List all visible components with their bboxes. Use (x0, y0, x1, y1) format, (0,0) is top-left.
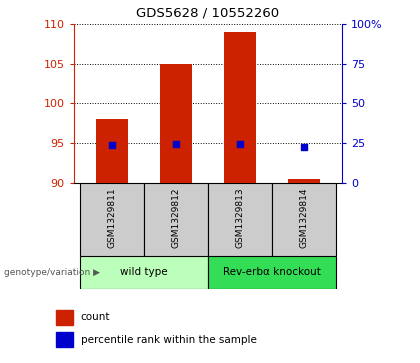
Bar (55, 310, 73, 325)
Bar (144, 183, 208, 256)
Point (236, 141, 243, 147)
Text: Rev-erbα knockout: Rev-erbα knockout (223, 267, 321, 277)
Title: GDS5628 / 10552260: GDS5628 / 10552260 (136, 7, 279, 20)
Bar (288, 179, 320, 183)
Text: GSM1329811: GSM1329811 (108, 188, 116, 249)
Text: percentile rank within the sample: percentile rank within the sample (81, 335, 257, 345)
Bar (208, 256, 336, 289)
Bar (96, 119, 128, 183)
Point (173, 141, 179, 147)
Bar (208, 183, 272, 256)
Text: wild type: wild type (120, 267, 168, 277)
Text: GSM1329814: GSM1329814 (299, 188, 308, 248)
Point (301, 144, 307, 150)
Point (108, 142, 115, 148)
Bar (272, 183, 336, 256)
Bar (80, 183, 144, 256)
Bar (160, 64, 192, 183)
Bar (224, 32, 256, 183)
Text: GSM1329813: GSM1329813 (235, 188, 244, 249)
Bar (80, 256, 208, 289)
Text: GSM1329812: GSM1329812 (171, 188, 181, 248)
Bar (55, 332, 73, 347)
Text: count: count (81, 312, 110, 322)
Text: genotype/variation ▶: genotype/variation ▶ (4, 268, 100, 277)
